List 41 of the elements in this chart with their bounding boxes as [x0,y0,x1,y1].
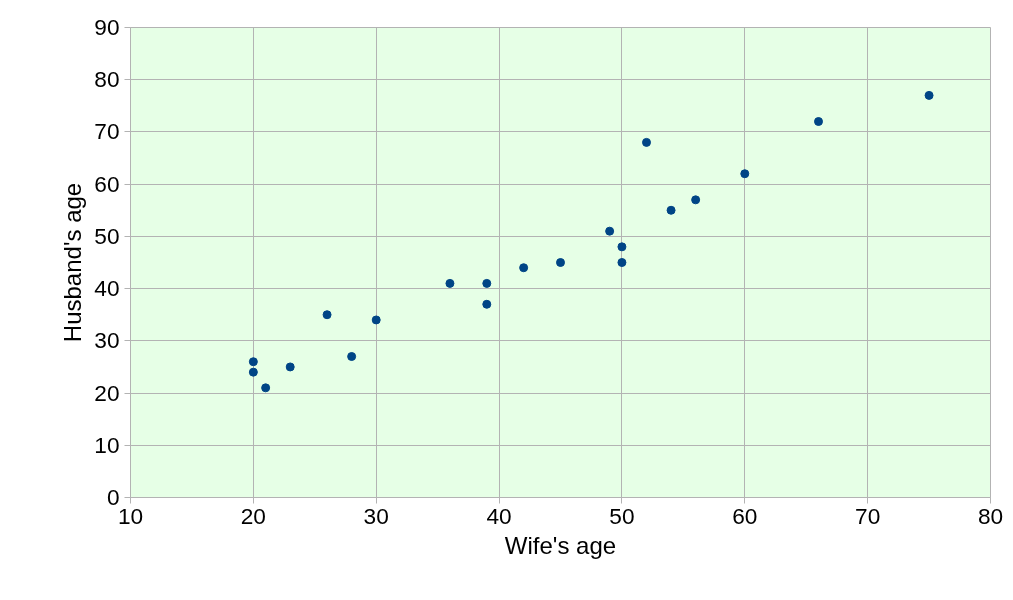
point [248,357,258,367]
x-tick-label: 20 [240,502,266,529]
point [924,90,934,100]
x-tick-label: 60 [732,502,758,529]
point [814,117,823,126]
point [617,258,627,267]
point [261,383,271,393]
point [556,258,565,267]
y-tick-label: 50 [94,222,120,249]
x-axis-title: Wife's age [504,531,617,559]
point [347,352,357,361]
y-tick-label: 90 [94,14,120,40]
y-tick-label: 40 [94,275,120,302]
point [248,367,258,377]
point [691,195,701,205]
point [605,226,615,236]
y-tick-label: 80 [94,66,120,93]
x-tick-label: 40 [486,502,512,529]
point [617,242,627,252]
point [642,137,651,147]
y-tick-label: 70 [94,118,120,145]
y-tick-label: 20 [94,379,120,406]
y-tick-label: 60 [94,170,120,197]
x-tick-label: 30 [363,502,389,529]
x-tick-label: 70 [855,502,881,529]
y-axis-title: Husband's age [59,182,87,343]
point [285,362,295,372]
x-tick-label: 50 [609,502,635,529]
y-tick-label: 0 [106,484,120,510]
x-tick-label: 10 [117,502,144,529]
y-tick-label: 30 [94,327,120,354]
point [482,278,492,288]
point [740,169,750,179]
point [666,205,676,215]
y-tick-label: 10 [94,431,120,458]
point [445,278,455,288]
point [482,299,492,309]
point [322,310,332,320]
point [519,263,529,273]
x-tick-label: 80 [977,502,1004,529]
point [371,315,381,325]
